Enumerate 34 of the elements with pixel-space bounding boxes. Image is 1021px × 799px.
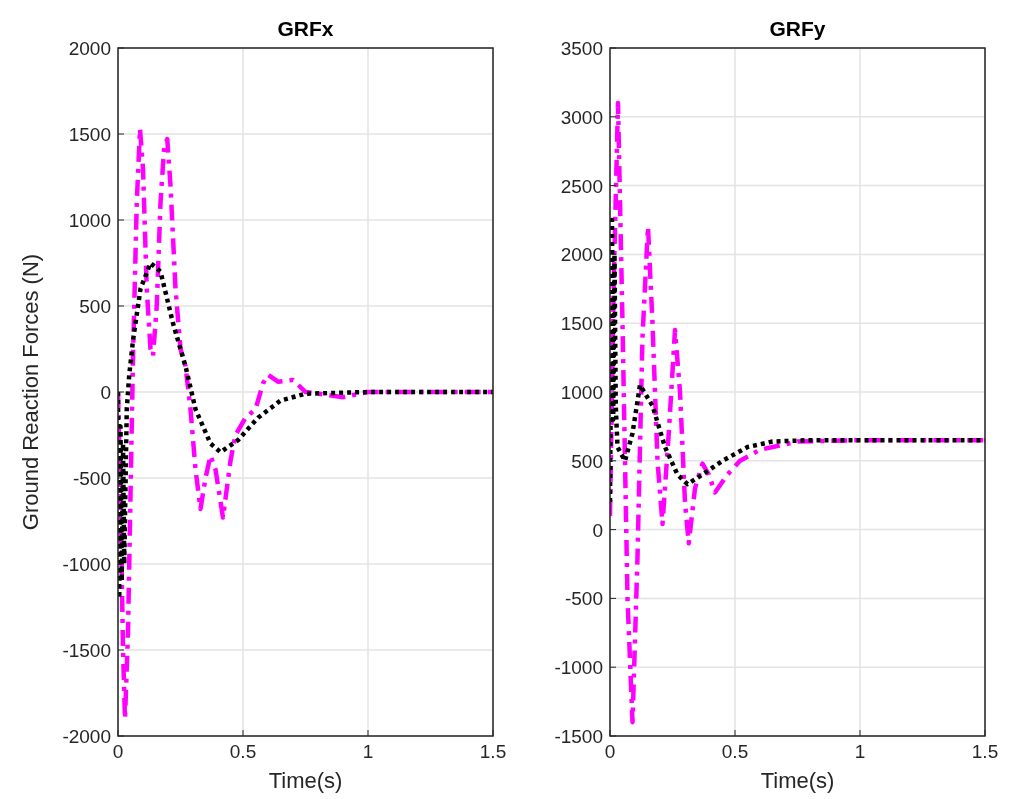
x-tick-label: 0.5 <box>229 741 257 762</box>
y-tick-label: 1500 <box>68 124 111 145</box>
y-tick-label: -500 <box>72 468 111 489</box>
y-tick-label: 2000 <box>560 244 603 266</box>
y-tick-label: 2000 <box>68 38 111 59</box>
x-tick-label: 0 <box>604 741 616 762</box>
chart-title: GRFx <box>277 17 334 40</box>
y-tick-label: 0 <box>592 519 603 541</box>
x-tick-label: 1 <box>854 741 866 762</box>
x-tick-label: 1.5 <box>479 741 507 762</box>
x-tick-label: 1.5 <box>971 741 999 762</box>
x-tick-label: 0 <box>112 741 124 762</box>
x-axis-title: Time(s) <box>760 768 835 793</box>
x-tick-label: 0.5 <box>721 741 749 762</box>
y-tick-label: -1500 <box>554 726 603 747</box>
y-tick-label: 500 <box>571 450 603 472</box>
y-tick-label: 3500 <box>560 38 603 59</box>
chart-title: GRFy <box>769 17 826 40</box>
y-tick-label: 0 <box>100 382 111 403</box>
y-tick-label: 3000 <box>560 106 603 128</box>
y-tick-label: -1500 <box>62 640 111 661</box>
line-series <box>610 100 985 725</box>
y-axis-title: Ground Reaction Forces (N) <box>18 253 43 531</box>
y-tick-label: -1000 <box>554 657 603 679</box>
x-tick-label: 1 <box>362 741 374 762</box>
y-tick-label: -500 <box>564 588 603 610</box>
y-tick-label: 2500 <box>560 175 603 197</box>
y-tick-label: -2000 <box>62 726 111 747</box>
y-tick-label: 1000 <box>560 382 603 403</box>
y-tick-label: -1000 <box>62 554 111 575</box>
y-tick-label: 500 <box>79 296 111 317</box>
x-axis-title: Time(s) <box>268 768 343 793</box>
y-tick-label: 1500 <box>560 313 603 335</box>
y-tick-label: 1000 <box>68 210 111 231</box>
